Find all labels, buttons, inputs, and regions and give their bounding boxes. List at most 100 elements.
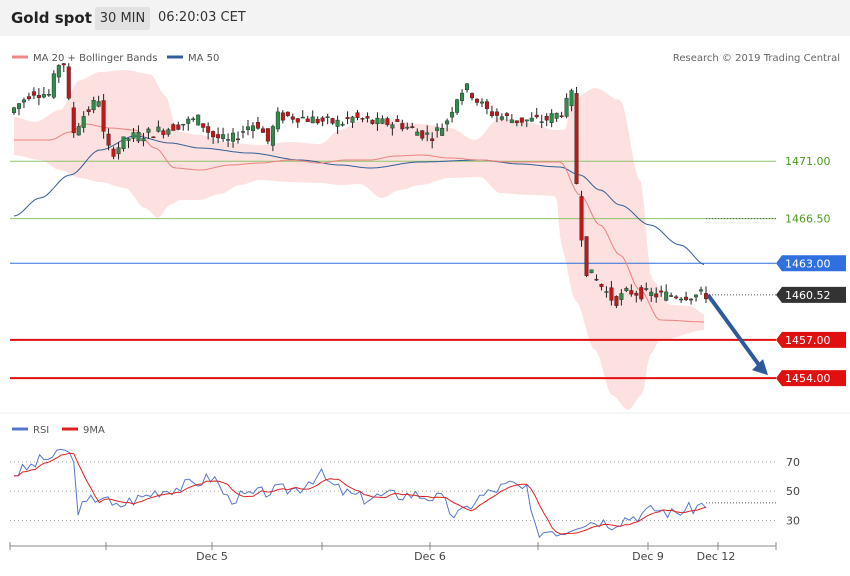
- rsi-tick-label: 30: [786, 514, 800, 527]
- price-panel: MA 20 + Bollinger Bands MA 50 1471.00 1466.…: [0, 53, 850, 414]
- candle-body: [410, 126, 415, 128]
- candle-body: [474, 98, 479, 103]
- target-tag-4: [776, 331, 846, 348]
- candle-body: [689, 298, 694, 301]
- target-label-4: 1457.00: [785, 334, 831, 347]
- rsi-panel: RSI 9MA 70 50 30: [10, 425, 800, 539]
- candle-body: [549, 113, 554, 123]
- candle-body: [654, 293, 659, 298]
- legend-ma50-label: MA 50: [188, 53, 219, 64]
- candle-body: [470, 93, 475, 99]
- candle-body: [241, 131, 246, 133]
- candle-body: [295, 118, 300, 123]
- candle-body: [519, 117, 524, 123]
- candle-body: [310, 116, 315, 124]
- candle-body: [460, 92, 465, 101]
- candle-body: [529, 117, 534, 122]
- legend-rsi-label: RSI: [33, 425, 49, 436]
- rsi-ma-line: [13, 452, 707, 535]
- candle-body: [11, 107, 16, 114]
- x-tick-label: Dec 5: [196, 550, 228, 563]
- candle-body: [589, 269, 594, 274]
- candle-body: [116, 147, 121, 155]
- candle-body: [36, 95, 41, 98]
- x-tick-label: Dec 12: [697, 550, 736, 563]
- candle-body: [141, 138, 146, 142]
- candle-body: [694, 294, 699, 298]
- candle-body: [31, 91, 36, 96]
- candle-body: [250, 125, 255, 131]
- candle-body: [325, 116, 330, 118]
- candle-body: [161, 130, 166, 135]
- candle-body: [494, 111, 499, 116]
- candle-body: [609, 287, 614, 301]
- candle-body: [559, 115, 564, 117]
- legend-ma20-label: MA 20 + Bollinger Bands: [33, 53, 157, 64]
- candle-body: [166, 129, 171, 135]
- candle-body: [126, 138, 131, 141]
- candle-body: [390, 124, 395, 129]
- candle-body: [106, 133, 111, 146]
- candle-body: [569, 90, 574, 107]
- pivot-label: 1463.00: [785, 257, 831, 270]
- candle-body: [534, 114, 539, 118]
- forecast-arrow-shaft: [706, 293, 764, 371]
- candle-body: [669, 295, 674, 297]
- candle-body: [664, 291, 669, 301]
- forecast-arrow-head: [752, 359, 768, 376]
- candle-body: [360, 118, 365, 120]
- candle-body: [484, 101, 489, 109]
- candle-body: [320, 117, 325, 122]
- credit-text: Research © 2019 Trading Central: [673, 53, 840, 64]
- candle-body: [380, 118, 385, 124]
- candle-body: [644, 288, 649, 290]
- candle-body: [420, 130, 425, 139]
- rsi-line: [13, 448, 707, 539]
- x-tick-label: Dec 6: [414, 550, 446, 563]
- pivot-tag: [776, 255, 846, 272]
- candle-body: [270, 126, 275, 146]
- candle-body: [176, 124, 181, 130]
- candle-body: [71, 107, 76, 134]
- candle-body: [226, 139, 231, 141]
- candle-body: [191, 118, 196, 121]
- candle-body: [280, 112, 285, 121]
- candle-body: [16, 103, 21, 109]
- rsi-tick-label: 50: [786, 485, 800, 498]
- candle-body: [211, 131, 216, 138]
- candle-body: [76, 126, 81, 136]
- candle-body: [375, 117, 380, 125]
- candle-body: [186, 118, 191, 124]
- candle-body: [639, 287, 644, 300]
- target-tag-5: [776, 370, 846, 387]
- candle-body: [330, 118, 335, 124]
- candle-body: [290, 116, 295, 120]
- candle-body: [96, 101, 101, 107]
- candle-body: [216, 134, 221, 139]
- candle-body: [465, 83, 470, 91]
- legend-9ma-label: 9MA: [83, 425, 105, 436]
- candle-body: [51, 73, 56, 98]
- candle-body: [699, 289, 704, 292]
- candle-body: [544, 115, 549, 121]
- candle-body: [236, 138, 241, 141]
- candle-body: [171, 124, 176, 131]
- candle-body: [201, 123, 206, 128]
- candle-body: [111, 148, 116, 157]
- candle-body: [574, 93, 579, 184]
- rsi-tick-label: 70: [786, 456, 800, 469]
- candle-body: [275, 111, 280, 130]
- candle-body: [315, 118, 320, 124]
- candle-body: [554, 112, 559, 119]
- candle-body: [400, 123, 405, 130]
- candle-body: [619, 293, 624, 300]
- timeframe-button[interactable]: 30 MIN: [95, 7, 150, 30]
- candle-body: [340, 123, 345, 126]
- candle-body: [245, 126, 250, 130]
- candle-body: [455, 99, 460, 113]
- candle-body: [579, 196, 584, 241]
- candle-body: [599, 284, 604, 287]
- candle-body: [146, 128, 151, 133]
- candle-body: [445, 120, 450, 125]
- candle-body: [614, 296, 619, 306]
